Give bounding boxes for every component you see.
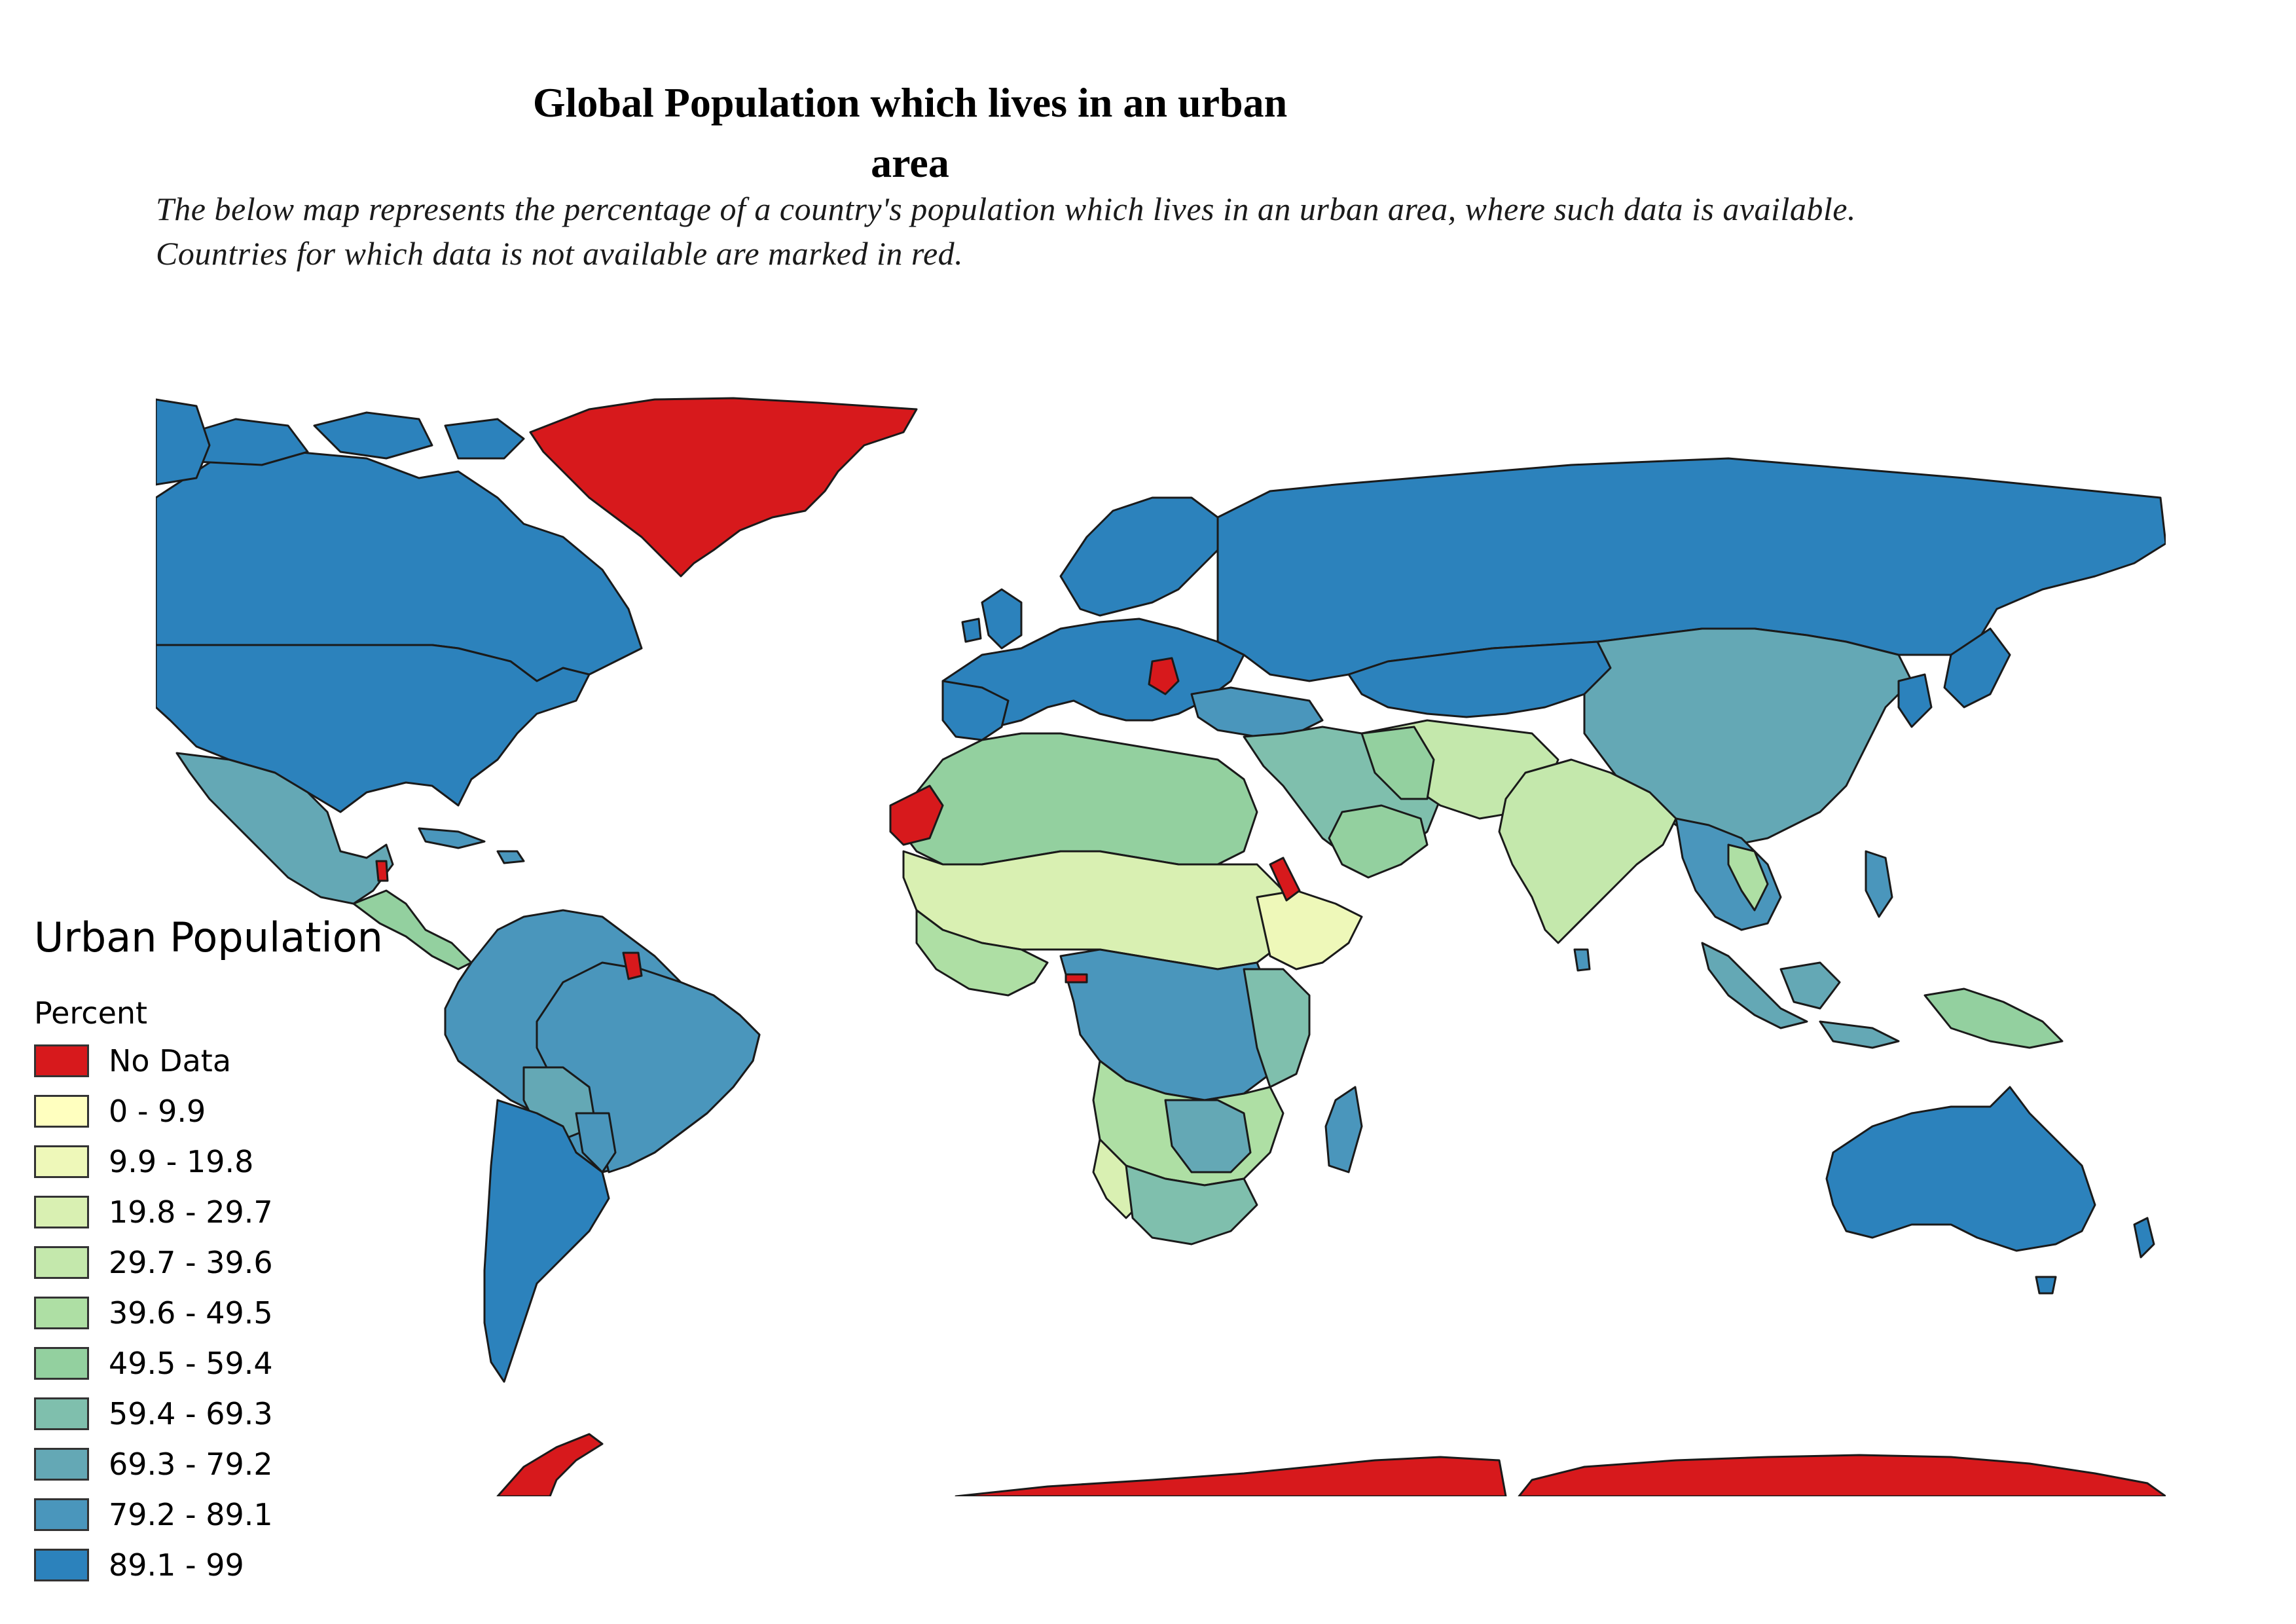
legend-item: 0 - 9.9 — [34, 1093, 206, 1130]
legend-swatch — [34, 1347, 89, 1380]
region-australia — [1825, 1086, 2096, 1252]
legend-label: 69.3 - 79.2 — [109, 1447, 273, 1482]
legend-swatch — [34, 1246, 89, 1279]
legend-item: 49.5 - 59.4 — [34, 1345, 273, 1382]
legend-label: No Data — [109, 1043, 232, 1079]
region-ethiopia-horn — [1256, 889, 1363, 970]
region-turkey-caucasus — [1190, 686, 1324, 738]
map-legend: Urban Population Percent No Data 0 - 9.9 9… — [34, 913, 383, 1583]
region-europe-west — [941, 618, 1245, 728]
region-scandinavia — [1059, 496, 1219, 617]
region-greenland — [529, 397, 918, 578]
region-arabian-peninsula — [1328, 804, 1429, 879]
legend-swatch — [34, 1498, 89, 1531]
region-malaysia-indonesia — [1701, 942, 1900, 1049]
region-papua — [1923, 987, 2064, 1049]
region-east-africa — [1243, 968, 1311, 1088]
legend-label: 89.1 - 99 — [109, 1547, 244, 1583]
map-title-line2: area — [871, 139, 949, 186]
legend-item: 89.1 - 99 — [34, 1547, 244, 1583]
region-vietnam-laos — [1727, 843, 1769, 912]
region-madagascar — [1324, 1086, 1363, 1173]
region-eritrea — [1269, 857, 1301, 902]
region-iran — [1360, 726, 1435, 800]
legend-swatch — [34, 1145, 89, 1178]
region-india — [1498, 758, 1677, 944]
legend-subtitle: Percent — [34, 995, 148, 1031]
legend-item: 19.8 - 29.7 — [34, 1194, 273, 1230]
region-uk-ireland — [961, 588, 1023, 650]
region-west-africa — [915, 909, 1049, 997]
legend-swatch — [34, 1095, 89, 1128]
description-line2: Countries for which data is not availabl… — [156, 235, 964, 272]
region-north-africa — [896, 732, 1258, 866]
legend-swatch — [34, 1448, 89, 1481]
region-korea-japan — [1897, 627, 2011, 728]
legend-swatch — [34, 1397, 89, 1430]
legend-swatch — [34, 1297, 89, 1329]
region-china-mongolia — [1583, 627, 1913, 846]
map-description: The below map represents the percentage … — [156, 187, 2185, 276]
region-sri-lanka — [1573, 948, 1591, 972]
region-caribbean — [418, 827, 525, 864]
region-south-africa — [1125, 1164, 1258, 1246]
description-line1: The below map represents the percentage … — [156, 191, 1856, 227]
region-equatorial-guinea — [1065, 973, 1088, 984]
legend-label: 59.4 - 69.3 — [109, 1396, 273, 1431]
legend-label: 39.6 - 49.5 — [109, 1295, 273, 1331]
legend-swatch — [34, 1549, 89, 1581]
region-belize — [375, 860, 389, 882]
region-uruguay-paraguay — [575, 1112, 617, 1173]
legend-title: Urban Population — [34, 913, 383, 961]
legend-label: 29.7 - 39.6 — [109, 1245, 273, 1280]
region-tasmania — [2035, 1276, 2057, 1295]
legend-label: 49.5 - 59.4 — [109, 1346, 273, 1381]
legend-item: 59.4 - 69.3 — [34, 1395, 273, 1432]
region-antarctica-peninsula — [496, 1433, 604, 1496]
legend-item: 39.6 - 49.5 — [34, 1295, 273, 1331]
legend-item: 69.3 - 79.2 — [34, 1446, 273, 1483]
legend-label: 79.2 - 89.1 — [109, 1497, 273, 1532]
region-zambia-zimbabwe — [1164, 1099, 1252, 1173]
region-alaska — [156, 398, 211, 486]
legend-label: 9.9 - 19.8 — [109, 1144, 254, 1179]
legend-swatch — [34, 1196, 89, 1228]
region-antarctica — [955, 1454, 2166, 1496]
map-title-line1: Global Population which lives in an urba… — [532, 79, 1288, 126]
legend-item: 9.9 - 19.8 — [34, 1143, 253, 1180]
legend-item: No Data — [34, 1043, 231, 1079]
legend-label: 19.8 - 29.7 — [109, 1194, 273, 1230]
legend-item: 29.7 - 39.6 — [34, 1244, 273, 1281]
region-french-guiana — [622, 951, 643, 980]
region-iberia — [941, 680, 1010, 741]
legend-swatch — [34, 1044, 89, 1077]
region-argentina-chile — [483, 1099, 610, 1383]
region-serbia — [1148, 657, 1180, 695]
legend-label: 0 - 9.9 — [109, 1094, 206, 1129]
region-new-zealand — [2133, 1217, 2155, 1259]
region-western-sahara — [889, 784, 944, 846]
region-philippines — [1865, 850, 1893, 918]
legend-item: 79.2 - 89.1 — [34, 1496, 273, 1533]
